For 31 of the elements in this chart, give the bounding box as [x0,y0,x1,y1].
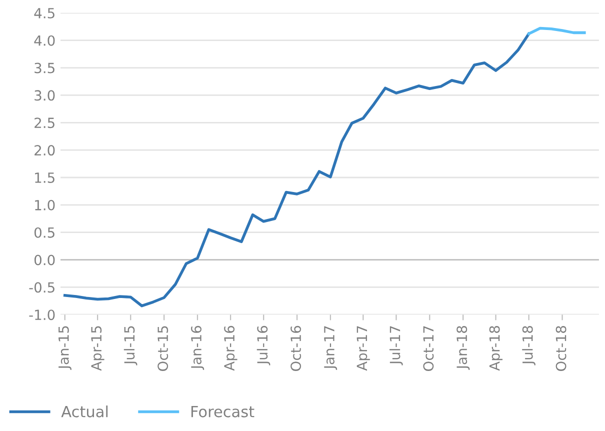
y-tick-label: 3.5 [34,62,54,74]
y-tick-label: -0.5 [29,282,54,293]
y-tick-label: 1.5 [35,172,54,183]
y-tick-label: 1.0 [35,200,55,210]
y-tick-label: 0.0 [34,254,55,266]
x-tick-label: Jan-16 [191,326,204,370]
y-tick-label: 2.0 [34,145,55,156]
y-tick-label: 4.0 [34,35,55,46]
x-tick-label: Oct-16 [290,326,302,371]
x-tick-label: Oct-15 [158,326,168,371]
x-tick-label: Jan-15 [58,326,72,370]
legend-label: Actual [61,406,108,418]
y-tick-label: 4.5 [34,8,54,18]
x-tick-label: Oct-17 [423,326,434,371]
x-tick-label: Jan-17 [324,326,338,370]
x-tick-label: Jul-17 [389,326,403,366]
legend-label: Forecast [191,406,254,418]
y-tick-label: -1.0 [29,310,55,320]
x-tick-label: Apr-18 [489,326,502,371]
y-tick-label: 2.5 [34,118,54,128]
x-tick-label: Jul-16 [256,326,270,366]
y-tick-label: 0.5 [34,227,54,238]
line-series [63,32,530,308]
x-tick-label: Apr-16 [224,326,238,371]
x-tick-label: Apr-15 [91,326,104,371]
x-tick-label: Jul-18 [522,326,536,366]
y-tick-label: 3.0 [34,90,55,101]
x-tick-label: Apr-17 [356,326,370,371]
x-tick-label: Jul-15 [124,326,138,366]
x-tick-label: Jan-18 [456,326,470,370]
x-tick-label: Oct-18 [556,326,566,371]
